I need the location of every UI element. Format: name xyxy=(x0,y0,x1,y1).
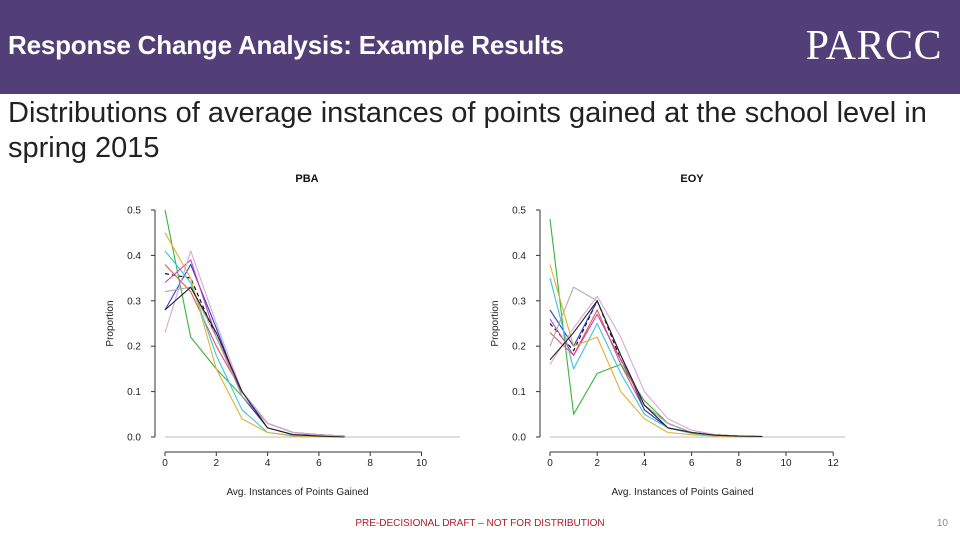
chart-eoy-xtick-label: 6 xyxy=(689,458,695,469)
chart-eoy-series-line-s8 xyxy=(549,286,763,438)
footer-notice: PRE-DECISIONAL DRAFT – NOT FOR DISTRIBUT… xyxy=(355,518,605,529)
chart-pba-xtick-label: 8 xyxy=(367,458,373,469)
chart-eoy-xtick-label: 12 xyxy=(828,458,840,469)
chart-pba-series-line-s3 xyxy=(164,209,345,438)
chart-eoy-xtick-label: 2 xyxy=(594,458,600,469)
chart-pba-xlabel: Avg. Instances of Points Gained xyxy=(226,487,368,498)
chart-eoy-xtick-label: 8 xyxy=(736,458,742,469)
chart-pba-series-line-s9 xyxy=(164,250,345,437)
chart-pba-series-line-s8 xyxy=(164,286,345,437)
chart-eoy-series-line-s5 xyxy=(549,277,763,438)
chart-eoy-series-line-s9 xyxy=(549,295,763,438)
chart-pba-ytick-label: 0.4 xyxy=(127,251,141,262)
chart-pba-xtick-label: 2 xyxy=(214,458,220,469)
chart-pba-series-line-s10 xyxy=(164,286,345,438)
page-number: 10 xyxy=(936,518,948,529)
chart-eoy-ytick-label: 0.1 xyxy=(512,387,526,398)
chart-eoy-xtick-label: 10 xyxy=(780,458,792,469)
chart-eoy-ytick-label: 0.4 xyxy=(512,251,526,262)
chart-pba-xtick-label: 4 xyxy=(265,458,271,469)
chart-pba-series-line-s7 xyxy=(164,232,345,438)
header-bar: Response Change Analysis: Example Result… xyxy=(0,0,960,94)
chart-eoy-xtick-label: 4 xyxy=(642,458,648,469)
chart-eoy-title: EOY xyxy=(680,173,704,185)
chart-eoy-ylabel: Proportion xyxy=(490,300,501,346)
chart-pba-ylabel: Proportion xyxy=(105,300,116,346)
chart-pba-ytick-label: 0.5 xyxy=(127,206,141,217)
chart-pba-ytick-label: 0.2 xyxy=(127,342,141,353)
chart-pba-ytick-label: 0.0 xyxy=(127,433,141,444)
chart-eoy-series-line-s3 xyxy=(549,219,763,438)
chart-eoy-xlabel: Avg. Instances of Points Gained xyxy=(611,487,753,498)
chart-pba-xtick-label: 10 xyxy=(416,458,428,469)
slide-subtitle: Distributions of average instances of po… xyxy=(8,97,927,164)
chart-eoy-series-line-s10 xyxy=(549,300,763,438)
chart-pba-ytick-label: 0.1 xyxy=(127,387,141,398)
chart-pba-xtick-label: 6 xyxy=(316,458,322,469)
slide-title: Response Change Analysis: Example Result… xyxy=(8,30,564,60)
chart-eoy-series-line-s2 xyxy=(549,309,763,438)
chart-pba-xtick-label: 0 xyxy=(162,458,168,469)
chart-eoy-series-line-s7 xyxy=(549,264,763,438)
chart-eoy-ytick-label: 0.0 xyxy=(512,433,526,444)
chart-eoy-xtick-label: 0 xyxy=(547,458,553,469)
chart-eoy-ytick-label: 0.2 xyxy=(512,342,526,353)
chart-pba-title: PBA xyxy=(295,173,318,185)
chart-eoy-ytick-label: 0.5 xyxy=(512,206,526,217)
parcc-logo: PARCC xyxy=(805,23,942,69)
chart-eoy-ytick-label: 0.3 xyxy=(512,296,526,307)
chart-pba-ytick-label: 0.3 xyxy=(127,296,141,307)
